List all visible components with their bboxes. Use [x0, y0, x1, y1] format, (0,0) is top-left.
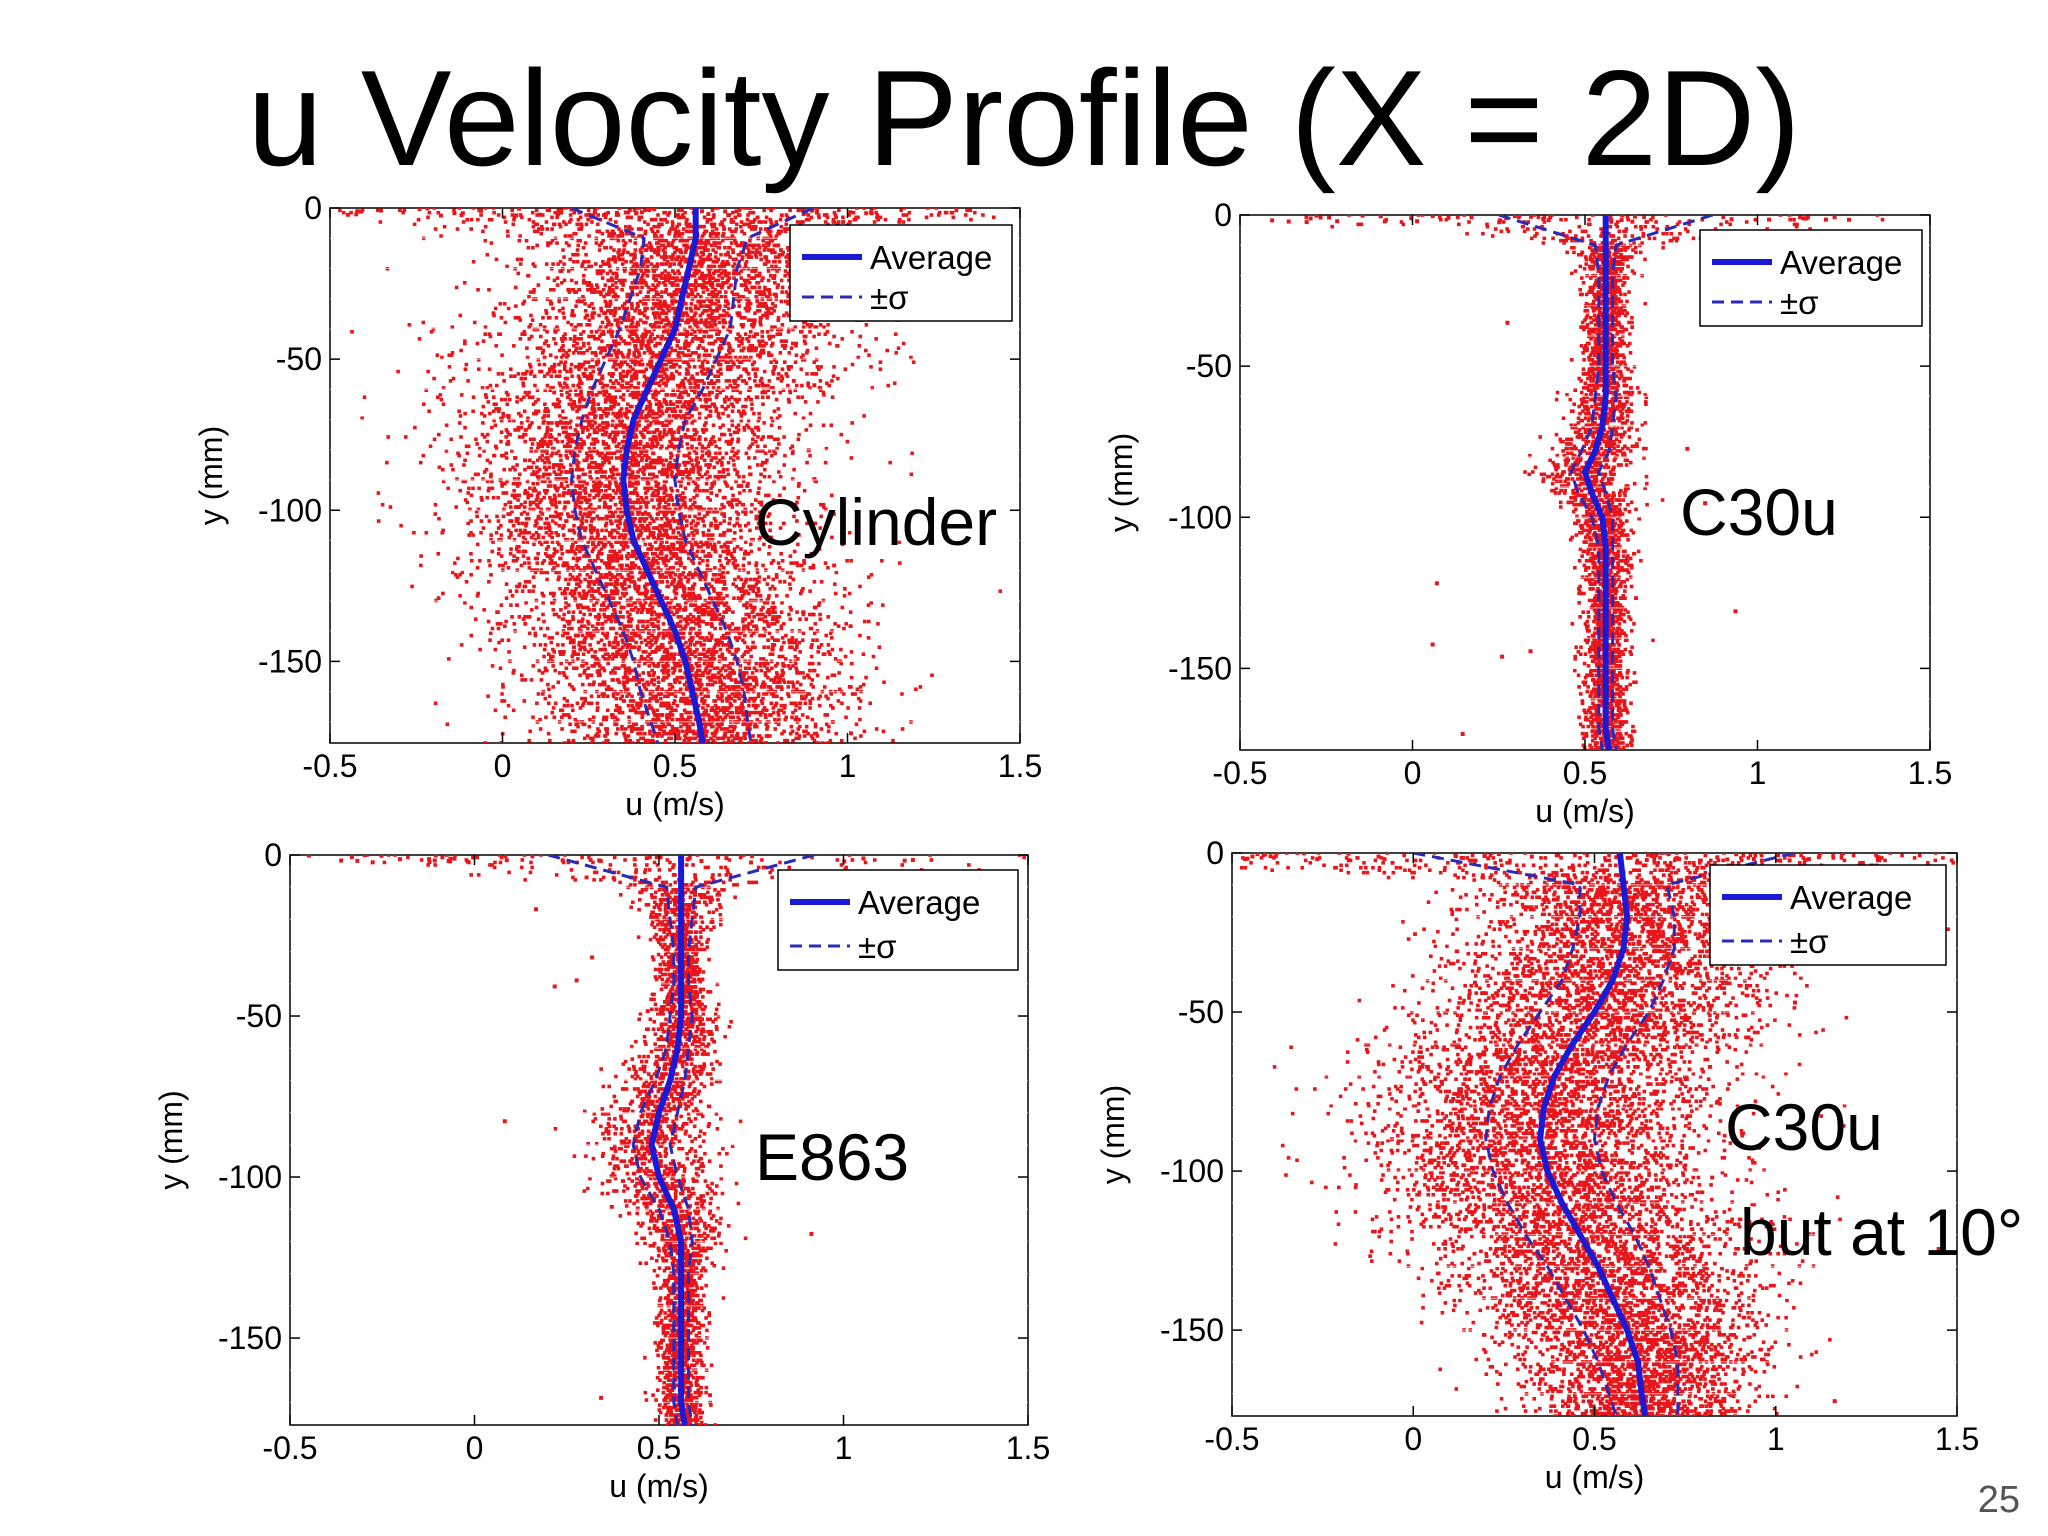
y-tick-label: -150	[1160, 1312, 1224, 1348]
y-tick-label: -150	[258, 643, 322, 679]
x-tick-label: -0.5	[1212, 755, 1267, 791]
x-tick-label: -0.5	[302, 748, 357, 784]
x-tick-label: 0	[1404, 1421, 1422, 1457]
legend: Average±σ	[789, 224, 1013, 322]
panel-label: Cylinder	[755, 485, 997, 559]
y-axis-label: y (mm)	[193, 426, 229, 526]
x-tick-label: 0.5	[1563, 755, 1607, 791]
panel-label: E863	[755, 1120, 909, 1194]
average-line	[620, 208, 706, 743]
y-tick-label: -50	[276, 341, 322, 377]
panel-label: but at 10°	[1740, 1195, 2023, 1269]
x-tick-label: 0	[1404, 755, 1422, 791]
x-tick-label: 0.5	[1572, 1421, 1616, 1457]
y-tick-label: -100	[218, 1159, 282, 1195]
x-axis-label: u (m/s)	[625, 786, 725, 822]
legend-box	[789, 224, 1013, 322]
plot-contents	[330, 208, 1020, 743]
x-tick-label: 0.5	[637, 1430, 681, 1466]
legend-box	[1709, 864, 1947, 966]
y-tick-label: 0	[1214, 197, 1232, 233]
x-axis-label: u (m/s)	[609, 1468, 709, 1504]
scatter-points	[338, 208, 1005, 743]
chart-panel-bottom-left: -0.5 0 0.5 1 1.5 0 -50 -100 -150 u (m/s) y (mm) Ave…	[153, 837, 1050, 1504]
x-tick-label: -0.5	[262, 1430, 317, 1466]
y-axis-label: y (mm)	[1095, 1085, 1131, 1185]
sigma-low-line	[1413, 853, 1618, 1416]
sigma-low-line	[547, 855, 679, 1425]
x-tick-label: 1	[1767, 1421, 1785, 1457]
legend-average-label: Average	[1790, 879, 1912, 916]
x-tick-label: 0	[494, 748, 512, 784]
panel-label: C30u	[1725, 1090, 1883, 1164]
legend: Average ±σ	[777, 869, 1019, 971]
x-tick-label: -0.5	[1204, 1421, 1259, 1457]
sigma-low-line	[569, 208, 660, 743]
y-tick-label: -50	[1178, 994, 1224, 1030]
average-line	[1537, 853, 1649, 1416]
x-tick-label: 1	[835, 1430, 853, 1466]
y-axis-label: y (mm)	[1103, 433, 1139, 533]
sigma-low-line	[1498, 215, 1604, 750]
x-tick-label: 1.5	[1908, 755, 1952, 791]
y-tick-label: -150	[1168, 650, 1232, 686]
x-tick-label: 1.5	[998, 748, 1042, 784]
sigma-high-line	[673, 208, 814, 743]
x-tick-label: 0	[466, 1430, 484, 1466]
x-axis-label: u (m/s)	[1535, 793, 1635, 829]
y-tick-label: 0	[264, 837, 282, 873]
sigma-high-line	[668, 855, 815, 1425]
legend-average-label: Average	[870, 239, 992, 276]
x-tick-label: 1.5	[1006, 1430, 1050, 1466]
x-tick-label: 0.5	[653, 748, 697, 784]
y-tick-label: -50	[1186, 348, 1232, 384]
panel-label: C30u	[1680, 475, 1838, 549]
y-tick-label: -100	[258, 492, 322, 528]
axis-ticks: -0.5 0 0.5 1 1.5 0 -50 -100 -150	[1168, 197, 1952, 791]
y-axis-label: y (mm)	[153, 1090, 189, 1190]
x-tick-label: 1	[1749, 755, 1767, 791]
axis-ticks: -0.5 0 0.5 1 1.5 0 -50 -100 -150	[1160, 835, 1979, 1457]
average-line	[648, 855, 688, 1425]
legend-sigma-label: ±σ	[858, 928, 896, 965]
legend: Average±σ	[1699, 229, 1923, 327]
scatter-points	[1239, 853, 1956, 1416]
legend-sigma-label: ±σ	[870, 279, 908, 316]
x-axis-label: u (m/s)	[1545, 1459, 1645, 1495]
legend-sigma-label: ±σ	[1780, 284, 1818, 321]
legend-average-label: Average	[1780, 244, 1902, 281]
grid-bands	[330, 237, 1020, 723]
axis-ticks: -0.5 0 0.5 1 1.5 0 -50 -100 -150	[258, 190, 1042, 784]
y-tick-label: 0	[1206, 835, 1224, 871]
y-tick-label: -100	[1160, 1153, 1224, 1189]
legend: Average ±σ	[1709, 864, 1947, 966]
sigma-high-line	[1597, 215, 1714, 750]
y-tick-label: 0	[304, 190, 322, 226]
legend-average-label: Average	[858, 884, 980, 921]
y-tick-label: -150	[218, 1320, 282, 1356]
grid-bands	[1240, 244, 1930, 730]
chart-panel-bottom-right: -0.5 0 0.5 1 1.5 0 -50 -100 -150 u (m/s) y (mm) Ave…	[1095, 835, 2023, 1495]
plot-contents	[1240, 215, 1930, 750]
x-tick-label: 1.5	[1935, 1421, 1979, 1457]
average-line	[1581, 215, 1613, 750]
legend-box	[777, 869, 1019, 971]
x-tick-label: 1	[839, 748, 857, 784]
legend-sigma-label: ±σ	[1790, 923, 1828, 960]
y-tick-label: -100	[1168, 499, 1232, 535]
chart-panel-top-right: -0.5 0 0.5 1 1.5 0 -50 -100 -150 u (m/s) y (mm) Ave…	[1103, 197, 1952, 829]
sigma-high-line	[1592, 853, 1795, 1416]
plot-contents	[290, 855, 1028, 1425]
plot-contents	[1232, 853, 1957, 1416]
page-number: 25	[1978, 1479, 2020, 1522]
chart-panel-top-left: -0.5 0 0.5 1 1.5 0 -50 -100 -150 u (m/s) y (mm) Ave…	[193, 190, 1042, 822]
y-tick-label: -50	[236, 998, 282, 1034]
axis-ticks: -0.5 0 0.5 1 1.5 0 -50 -100 -150	[218, 837, 1050, 1466]
slide-title: u Velocity Profile (X = 2D)	[0, 50, 2048, 186]
legend-box	[1699, 229, 1923, 327]
